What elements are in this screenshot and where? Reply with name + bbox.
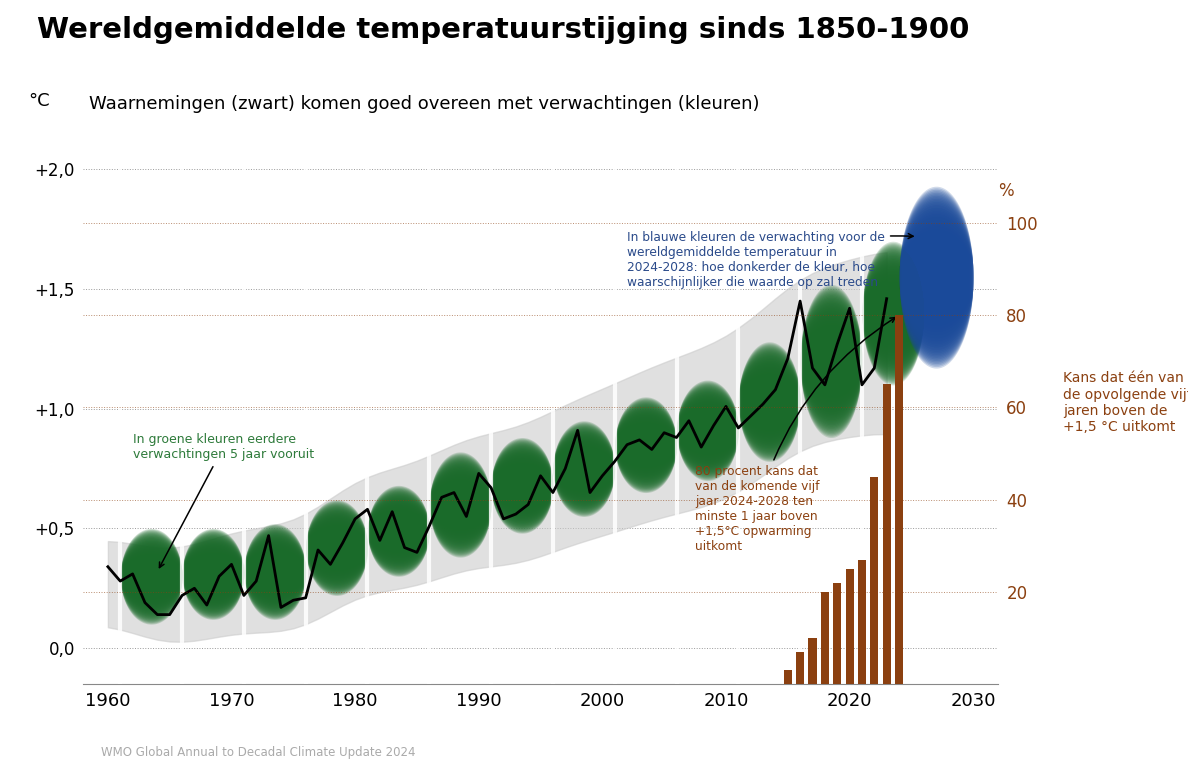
Bar — [784, 670, 791, 684]
Bar — [833, 583, 841, 684]
Bar — [895, 315, 903, 684]
Bar — [796, 652, 804, 684]
Text: In groene kleuren eerdere
verwachtingen 5 jaar vooruit: In groene kleuren eerdere verwachtingen … — [133, 433, 314, 568]
Bar — [883, 385, 891, 684]
Text: Waarnemingen (zwart) komen goed overeen met verwachtingen (kleuren): Waarnemingen (zwart) komen goed overeen … — [89, 95, 759, 113]
Text: Kans dat één van
de opvolgende vijf
jaren boven de
+1,5 °C uitkomt: Kans dat één van de opvolgende vijf jare… — [1063, 372, 1188, 434]
Bar — [846, 568, 854, 684]
Text: °C: °C — [29, 93, 50, 110]
Text: In blauwe kleuren de verwachting voor de
wereldgemiddelde temperatuur in
2024-20: In blauwe kleuren de verwachting voor de… — [627, 231, 914, 290]
Bar — [809, 638, 816, 684]
Bar — [821, 592, 829, 684]
Text: 80 procent kans dat
van de komende vijf
jaar 2024-2028 ten
minste 1 jaar boven
+: 80 procent kans dat van de komende vijf … — [695, 318, 896, 553]
Bar — [858, 559, 866, 684]
Bar — [871, 477, 878, 684]
Text: %: % — [998, 182, 1013, 200]
Text: Wereldgemiddelde temperatuurstijging sinds 1850-1900: Wereldgemiddelde temperatuurstijging sin… — [38, 16, 969, 44]
Text: WMO Global Annual to Decadal Climate Update 2024: WMO Global Annual to Decadal Climate Upd… — [101, 746, 416, 759]
